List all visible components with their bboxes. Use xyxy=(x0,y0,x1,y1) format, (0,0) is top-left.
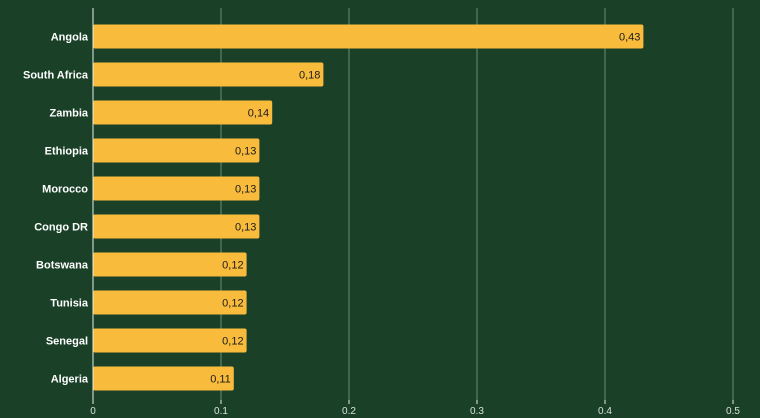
category-label: Botswana xyxy=(36,260,89,272)
x-tick-label: 0.4 xyxy=(598,406,612,417)
value-label: 0,18 xyxy=(299,70,320,82)
category-label: Morocco xyxy=(42,184,88,196)
bar xyxy=(93,328,247,353)
x-tick-label: 0.1 xyxy=(214,406,228,417)
value-label: 0,11 xyxy=(210,374,231,386)
x-tick-label: 0 xyxy=(90,406,96,417)
bar xyxy=(93,62,324,87)
value-label: 0,13 xyxy=(235,184,256,196)
category-label: Algeria xyxy=(51,374,89,386)
bar xyxy=(93,214,260,239)
bar xyxy=(93,366,234,391)
category-label: Angola xyxy=(51,32,89,44)
value-label: 0,12 xyxy=(222,336,243,348)
category-label: Ethiopia xyxy=(45,146,89,158)
value-label: 0,14 xyxy=(248,108,269,120)
value-labels: 0,43 0,18 0,14 0,13 0,13 0,13 0,12 0,12 0,12 0,11 xyxy=(210,32,640,386)
value-label: 0,12 xyxy=(222,260,243,272)
value-label: 0,13 xyxy=(235,146,256,158)
x-tick-label: 0.5 xyxy=(726,406,740,417)
x-tick-label: 0.2 xyxy=(342,406,356,417)
category-label: South Africa xyxy=(23,70,89,82)
bar xyxy=(93,100,273,125)
value-label: 0,13 xyxy=(235,222,256,234)
bar xyxy=(93,290,247,315)
bars xyxy=(93,24,644,391)
bar xyxy=(93,24,644,49)
bar xyxy=(93,138,260,163)
x-tick-label: 0.3 xyxy=(470,406,484,417)
bar xyxy=(93,176,260,201)
category-label: Zambia xyxy=(49,108,88,120)
x-axis-ticks: 0 0.1 0.2 0.3 0.4 0.5 xyxy=(90,400,740,417)
bar xyxy=(93,252,247,277)
category-label: Tunisia xyxy=(50,298,89,310)
category-label: Congo DR xyxy=(34,222,88,234)
category-labels: Angola South Africa Zambia Ethiopia Morocco C… xyxy=(23,32,89,386)
category-label: Senegal xyxy=(46,336,88,348)
value-label: 0,12 xyxy=(222,298,243,310)
value-label: 0,43 xyxy=(619,32,640,44)
